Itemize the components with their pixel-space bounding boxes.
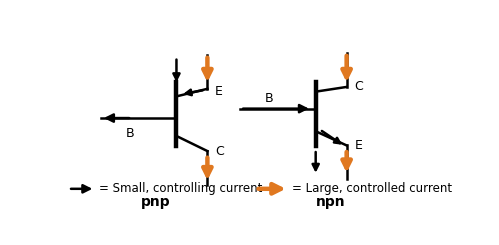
Text: pnp: pnp <box>140 195 170 209</box>
Text: C: C <box>215 145 224 158</box>
Text: E: E <box>215 85 223 98</box>
Text: = Small, controlling current: = Small, controlling current <box>99 182 262 195</box>
Text: npn: npn <box>316 195 346 209</box>
Text: C: C <box>354 80 363 93</box>
Text: B: B <box>126 127 134 140</box>
Text: E: E <box>354 139 362 152</box>
Text: = Large, controlled current: = Large, controlled current <box>292 182 453 195</box>
Text: B: B <box>265 92 273 105</box>
